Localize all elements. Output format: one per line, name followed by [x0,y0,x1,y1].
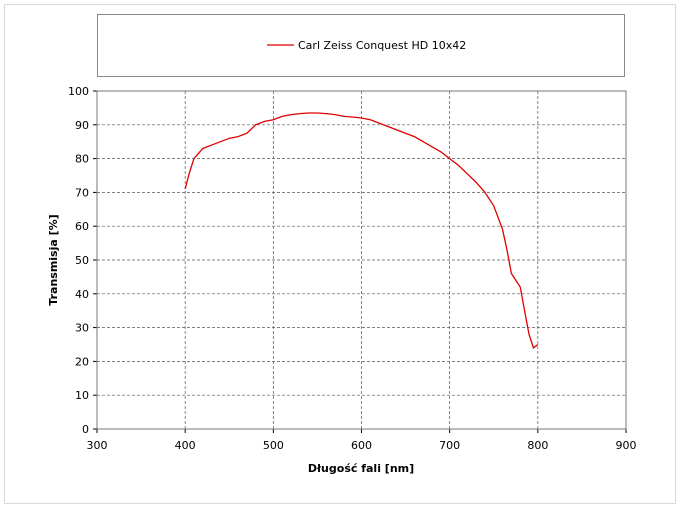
legend-box [97,14,625,77]
x-axis-title: Długość fali [nm] [308,462,414,475]
x-tick-label: 800 [527,439,548,452]
chart-frame [4,4,676,504]
plot-area [96,90,627,430]
y-tick-label: 90 [75,119,89,132]
y-tick-label: 20 [75,355,89,368]
x-tick-label: 500 [263,439,284,452]
line-series [184,112,539,349]
y-tick-label: 60 [75,220,89,233]
x-tick-label: 300 [87,439,108,452]
x-tick-label: 600 [351,439,372,452]
y-tick-label: 40 [75,288,89,301]
y-tick-label: 70 [75,186,89,199]
y-tick-label: 100 [68,85,89,98]
x-tick-label: 900 [616,439,637,452]
y-tick-label: 0 [82,423,89,436]
y-tick-label: 10 [75,389,89,402]
y-tick-label: 30 [75,322,89,335]
x-tick-label: 400 [175,439,196,452]
y-tick-label: 50 [75,254,89,267]
x-tick-label: 700 [439,439,460,452]
y-tick-label: 80 [75,153,89,166]
legend-label: Carl Zeiss Conquest HD 10x42 [298,39,466,52]
y-axis-title: Transmisja [%] [47,214,60,305]
